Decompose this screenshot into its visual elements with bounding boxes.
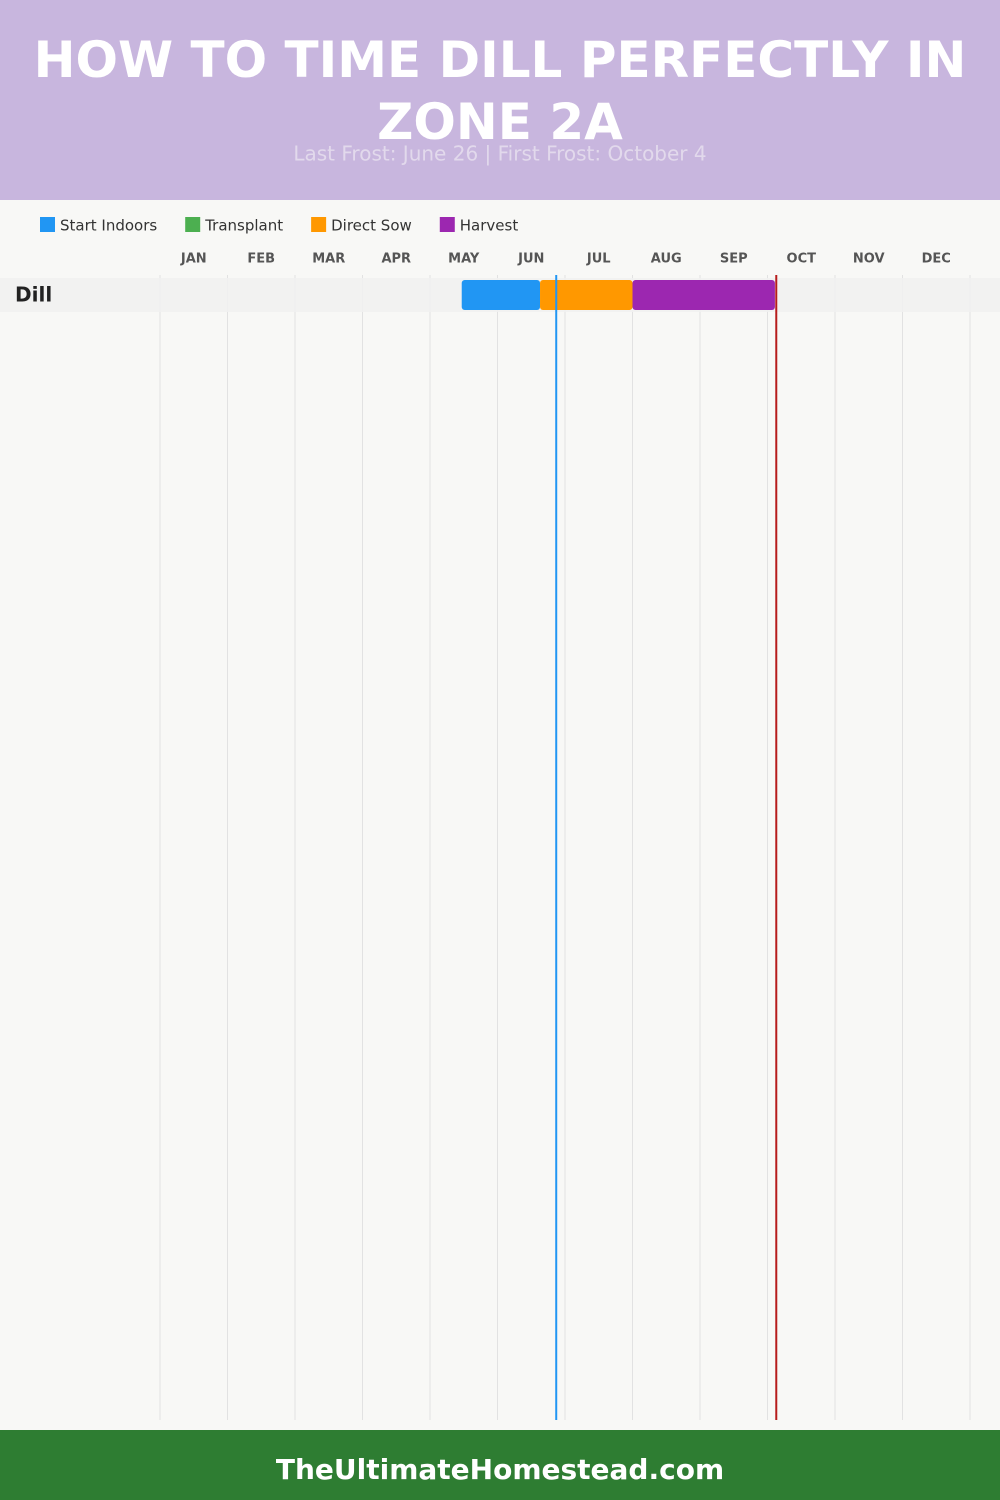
month-label: NOV	[853, 252, 885, 267]
chart-title: HOW TO TIME DILL PERFECTLY IN ZONE 2A	[34, 31, 967, 151]
footer	[0, 1430, 1000, 1500]
title-line: HOW TO TIME DILL PERFECTLY IN	[34, 31, 967, 89]
month-label: AUG	[651, 252, 682, 267]
legend-label: Harvest	[460, 217, 519, 235]
month-label: MAY	[448, 252, 480, 267]
legend-swatch	[439, 217, 455, 232]
month-label: SEP	[720, 252, 748, 267]
month-label: APR	[381, 252, 411, 267]
month-label: OCT	[787, 252, 817, 267]
month-label: JAN	[180, 252, 207, 267]
title-line: ZONE 2A	[377, 93, 623, 151]
legend-swatch	[40, 217, 55, 232]
month-label: DEC	[922, 252, 951, 267]
month-label: JUL	[586, 252, 611, 267]
bar	[632, 280, 775, 310]
bar	[461, 280, 541, 310]
footer-text: TheUltimateHomestead.com	[276, 1453, 724, 1486]
chart-subtitle: Last Frost: June 26 | First Frost: Octob…	[293, 142, 706, 166]
legend-swatch	[185, 217, 201, 232]
legend-label: Transplant	[204, 217, 283, 235]
row-label: Dill	[15, 283, 52, 307]
legend-label: Direct Sow	[331, 217, 412, 235]
month-label: MAR	[312, 252, 345, 267]
legend-label: Start Indoors	[60, 217, 157, 235]
legend-swatch	[311, 217, 327, 232]
month-label: JUN	[517, 252, 544, 267]
bar	[540, 280, 633, 310]
month-label: FEB	[247, 252, 275, 267]
header	[0, 0, 1000, 200]
